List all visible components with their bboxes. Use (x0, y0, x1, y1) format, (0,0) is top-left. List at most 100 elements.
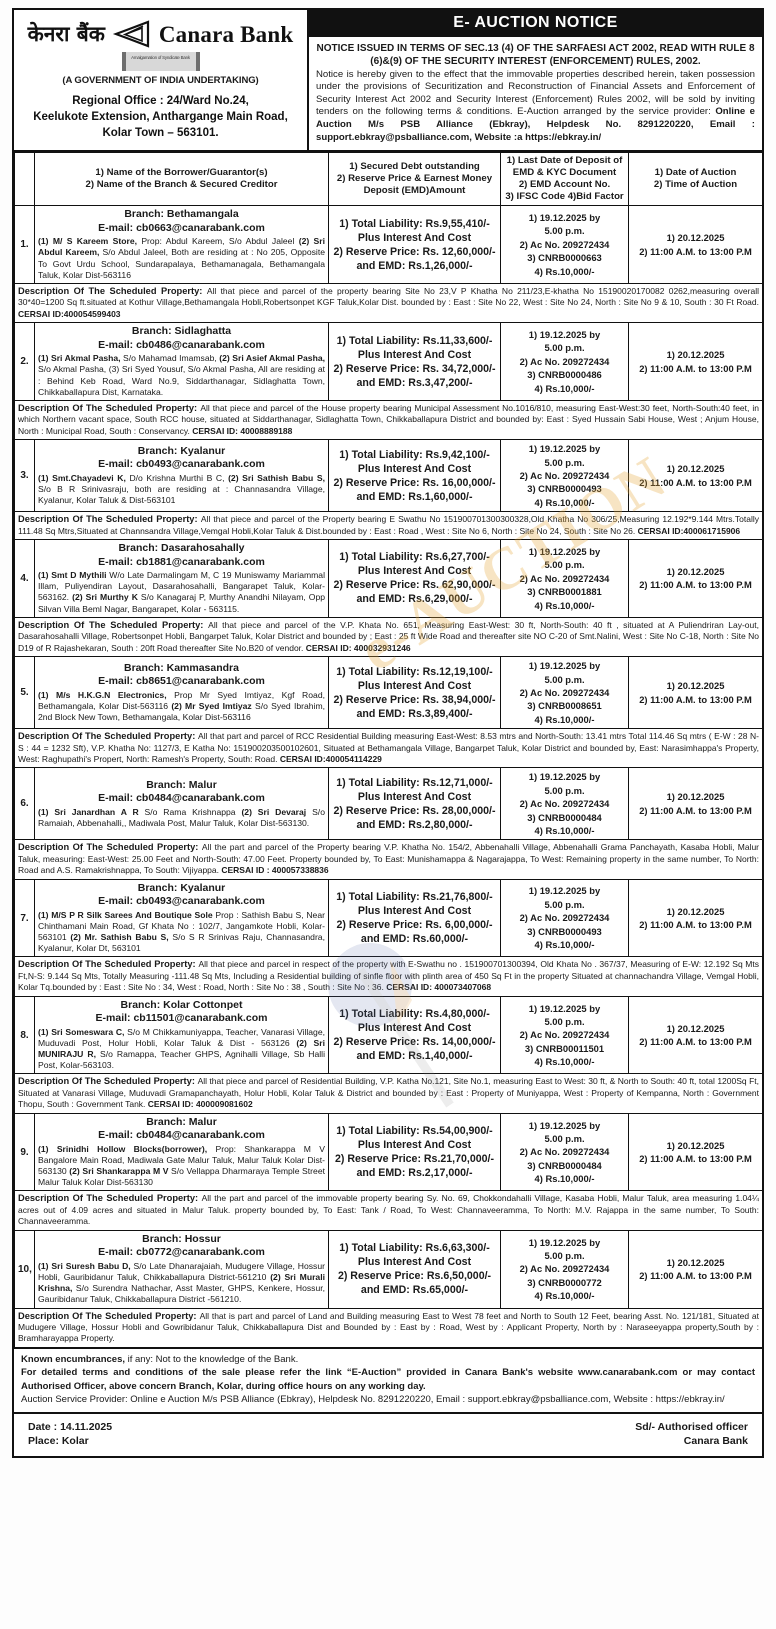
row-borrower-1-name: (1) Srinidhi Hollow Blocks(borrower), (38, 1143, 208, 1154)
row-emd-details: 1) 19.12.2025 by 5.00 p.m. 2) Ac No. 209… (500, 1229, 629, 1309)
row-borrower-cell: Branch: Bethamangala E-mail: cb0663@canar… (34, 205, 329, 284)
row-emd-details: 1) 19.12.2025 by 5.00 p.m. 2) Ac No. 209… (500, 878, 629, 958)
bank-hindi-name: केनरा बैंक (27, 21, 105, 46)
row-auction-datetime: 1) 20.12.2025 2) 11:00 A.M. to 13:00 P.M (628, 322, 763, 401)
row-auction-datetime: 1) 20.12.2025 2) 11:00 A.M. to 13:00 P.M (628, 439, 763, 513)
row-serial-number: 4. (14, 539, 35, 618)
row-borrower-2-name: (2) Mr Syed Imtiyaz (171, 701, 252, 711)
row-borrower-2-details: S/o B R Srinivasraju, both are residing … (38, 484, 325, 506)
row-borrower-2-details: S/o S R Srinivas Raju, Channasandra, Kya… (38, 932, 325, 954)
regional-office-block: Regional Office : 24/Ward No.24, Keeluko… (20, 93, 301, 141)
column-header-borrower: 1) Name of the Borrower/Guarantor(s) 2) … (34, 152, 329, 207)
row-borrower-1-name: (1) Smt D Mythili (38, 570, 107, 581)
row-serial-number: 3. (14, 439, 35, 513)
table-description-row: Description Of The Scheduled Property: A… (14, 282, 763, 324)
cersai-id: CERSAI ID: 400032931246 (305, 642, 411, 653)
row-branch-name: Branch: Dasarahosahally (118, 542, 245, 555)
encumbrance-label: Known encumbrances, (21, 1353, 125, 1365)
cersai-id: CERSAI ID : 400057338836 (221, 865, 329, 876)
table-row: 10, Branch: Hossur E-mail: cb0772@canaraba… (14, 1229, 763, 1309)
row-secured-debt: 1) Total Liability: Rs.11,33,600/- Plus … (328, 322, 501, 401)
row-branch-email: E-mail: cb11501@canarabank.com (95, 1012, 268, 1025)
description-label: Description Of The Scheduled Property: (18, 514, 201, 525)
table-row: 3. Branch: Kyalanur E-mail: cb0493@canarab… (14, 439, 763, 513)
row-auction-datetime: 1) 20.12.2025 2) 11:00 A.M. to 13:00 P.M (628, 205, 763, 284)
row-serial-number: 6. (14, 767, 35, 841)
description-text: All that piece and parcel of Residential… (18, 1076, 759, 1110)
description-text: All that piece and parcel of the V.P. Kh… (18, 619, 759, 653)
service-provider-line: Auction Service Provider: Online e Aucti… (21, 1394, 725, 1406)
row-borrower-cell: Branch: Kammasandra E-mail: cb8651@canara… (34, 656, 329, 730)
row-borrower-1-details: Prop : Sathish Babu S, Near Chinthamani … (38, 909, 325, 942)
table-description-row: Description Of The Scheduled Property: A… (14, 728, 763, 769)
description-text: All the part and parcel of the immovable… (18, 1193, 759, 1227)
table-header-row: 1) Name of the Borrower/Guarantor(s) 2) … (14, 152, 763, 207)
row-branch-email: E-mail: cb0486@canarabank.com (98, 338, 265, 351)
description-label: Description Of The Scheduled Property: (18, 619, 209, 630)
row-serial-number: 8. (14, 995, 35, 1075)
canara-bank-logo-icon (112, 20, 152, 48)
notice-date: Date : 14.11.2025 (28, 1420, 113, 1433)
table-row: 7. Branch: Kyalanur E-mail: cb0493@canarab… (14, 878, 763, 958)
row-serial-number: 10, (14, 1229, 35, 1309)
row-property-description: Description Of The Scheduled Property: A… (14, 399, 763, 441)
row-borrower-2-name: (2) Sri Murthy K (72, 592, 138, 603)
row-borrower-1-name: (1) Sri Suresh Babu D, (38, 1260, 131, 1271)
notice-header: केनरा बैंक Canara Bank Amalgamation of S… (14, 10, 762, 153)
row-borrower-2-name: (2) Sri Asief Akmal Pasha, (219, 353, 325, 364)
government-undertaking-line: (A GOVERNMENT OF INDIA UNDERTAKING) (62, 75, 259, 86)
description-text: All that piece and parcel of the House p… (18, 403, 759, 436)
notice-body-provider: Online e Auction M/s PSB Alliance (Ebkra… (316, 106, 755, 143)
row-branch-name: Branch: Hossur (142, 1232, 221, 1245)
row-serial-number: 2. (14, 322, 35, 401)
column-header-auction-date: 1) Date of Auction 2) Time of Auction (628, 152, 763, 207)
row-borrower-cell: Branch: Kyalanur E-mail: cb0493@canaraban… (34, 439, 329, 513)
row-borrower-2-name: (2) Mr. Sathish Babu S, (70, 932, 169, 942)
syndicate-amalgamation-mark: Amalgamation of Syndicate Bank (121, 52, 200, 71)
row-borrower-2-details: S/o Surendra Nathachar, Asst Master, GHP… (38, 1283, 325, 1305)
cersai-id: CERSAI ID: 400009081602 (147, 1099, 253, 1110)
description-text: All that is part and parcel of Land and … (18, 1310, 759, 1344)
cersai-id: CERSAI ID: 40008889188 (192, 425, 293, 436)
table-row: 5. Branch: Kammasandra E-mail: cb8651@cana… (14, 656, 763, 730)
row-borrower-1-details: S/o Mahamad Imamsab, (120, 353, 220, 364)
row-borrower-1-details: S/o Late Dhanarajaiah, Mudugere Village,… (38, 1260, 325, 1282)
description-text: All that part and parcel of RCC Resident… (18, 731, 759, 764)
row-auction-datetime: 1) 20.12.2025 2) 11:00 A.M. to 13:00 P.M (628, 995, 763, 1075)
terms-and-conditions-line: For detailed terms and conditions of the… (21, 1367, 755, 1392)
row-borrower-cell: Branch: Dasarahosahally E-mail: cb1881@ca… (34, 539, 329, 618)
notice-heading: NOTICE ISSUED IN TERMS OF SEC.13 (4) OF … (316, 42, 755, 67)
description-text: All the part and parcel of the Property … (18, 842, 759, 876)
description-label: Description Of The Scheduled Property: (18, 842, 202, 853)
row-secured-debt: 1) Total Liability: Rs.21,76,800/- Plus … (328, 878, 501, 958)
row-borrower-cell: Branch: Malur E-mail: cb0484@canarabank.c… (34, 1112, 329, 1192)
row-secured-debt: 1) Total Liability: Rs.12,71,000/- Plus … (328, 767, 501, 841)
row-property-description: Description Of The Scheduled Property: A… (14, 839, 763, 880)
row-borrower-1-name: (1) Sri Janardhan A R (38, 806, 139, 817)
bank-english-name: Canara Bank (158, 21, 294, 47)
row-borrower-1-details: W/o Late Darmalingam M, C 19 Muniswamy M… (38, 570, 325, 603)
row-secured-debt: 1) Total Liability: Rs.54,00,900/- Plus … (328, 1112, 501, 1192)
table-description-row: Description Of The Scheduled Property: A… (14, 616, 763, 658)
table-header: 1) Name of the Borrower/Guarantor(s) 2) … (14, 152, 763, 207)
row-secured-debt: 1) Total Liability: Rs.6,63,300/- Plus I… (328, 1229, 501, 1309)
row-branch-name: Branch: Bethamangala (124, 208, 239, 221)
row-branch-email: E-mail: cb0484@canarabank.com (98, 792, 265, 805)
row-borrower-1-details: Prop Mr Syed Imtiyaz, Kgf Road, Bethaman… (38, 689, 325, 711)
row-borrower-1-name: (1) Smt.Chayadevi K, (38, 472, 126, 483)
table-row: 9. Branch: Malur E-mail: cb0484@canarabank… (14, 1112, 763, 1192)
row-branch-email: E-mail: cb0484@canarabank.com (98, 1129, 265, 1142)
row-secured-debt: 1) Total Liability: Rs.12,19,100/- Plus … (328, 656, 501, 730)
row-borrower-1-details: Prop: Abdul Kareem, S/o Abdul Jaleel (137, 236, 299, 247)
regional-office-line-3: Kolar Town – 563101. (102, 127, 219, 139)
description-text: All that piece and parcel of the propert… (18, 285, 759, 308)
row-borrower-cell: Branch: Sidlaghatta E-mail: cb0486@canara… (34, 322, 329, 401)
row-emd-details: 1) 19.12.2025 by 5.00 p.m. 2) Ac No. 209… (500, 767, 629, 841)
table-row: 1. Branch: Bethamangala E-mail: cb0663@can… (14, 205, 763, 284)
table-row: 2. Branch: Sidlaghatta E-mail: cb0486@cana… (14, 322, 763, 401)
date-place-block: Date : 14.11.2025 Place: Kolar (28, 1420, 112, 1448)
row-borrower-1-name: (1) M/S P R Silk Sarees And Boutique Sol… (38, 909, 213, 920)
description-label: Description Of The Scheduled Property: (18, 731, 199, 742)
table-description-row: Description Of The Scheduled Property: A… (14, 399, 763, 441)
row-property-description: Description Of The Scheduled Property: A… (14, 1307, 763, 1348)
